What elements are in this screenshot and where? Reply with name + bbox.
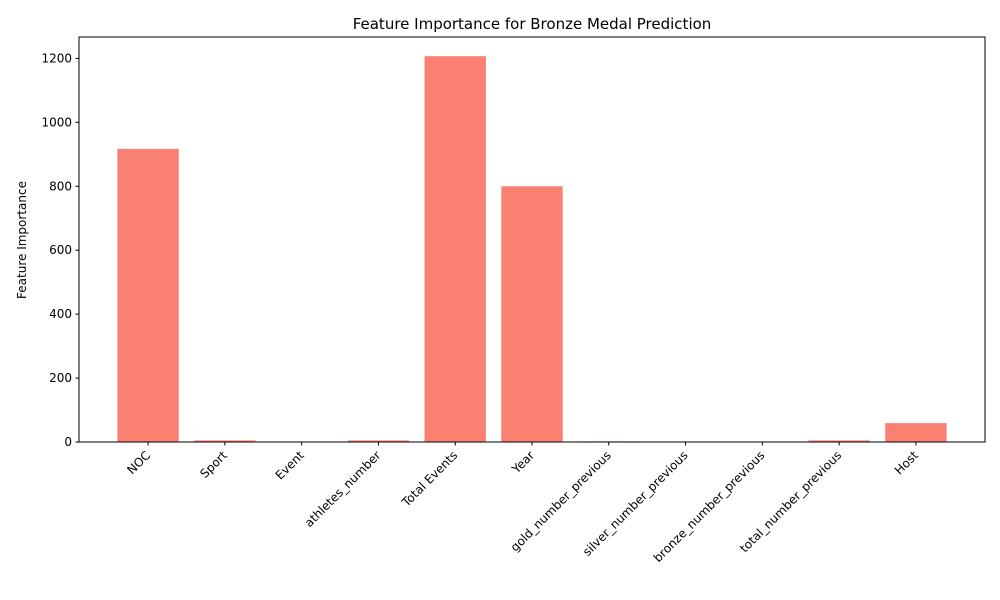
y-tick-label: 400	[49, 307, 72, 321]
x-tick-label: Sport	[197, 448, 230, 481]
x-tick-label: Host	[892, 448, 921, 477]
x-tick-label: Year	[509, 448, 538, 477]
bar-total-number-previous	[808, 440, 870, 442]
x-tick-label: athletes_number	[302, 448, 384, 530]
y-tick-label: 200	[49, 371, 72, 385]
bar-host	[885, 423, 947, 442]
y-tick-label: 1200	[41, 51, 72, 65]
x-tick-label: Total Events	[398, 448, 460, 510]
bars-group	[117, 56, 947, 442]
y-tick-label: 800	[49, 179, 72, 193]
y-tick-label: 600	[49, 243, 72, 257]
chart-title: Feature Importance for Bronze Medal Pred…	[353, 15, 712, 33]
bar-sport	[194, 440, 256, 442]
bar-total-events	[424, 56, 486, 442]
bar-noc	[117, 148, 179, 442]
x-tick-label: Event	[273, 448, 307, 482]
bar-athletes-number	[347, 440, 410, 442]
x-tick-label: NOC	[124, 448, 153, 477]
y-tick-label: 1000	[41, 115, 72, 129]
y-axis-title: Feature Importance	[15, 181, 29, 299]
bar-year	[501, 186, 563, 442]
y-tick-label: 0	[64, 435, 72, 449]
y-axis: 0 200 400 600 800 1000 1200	[41, 51, 79, 449]
plot-frame	[78, 36, 986, 443]
